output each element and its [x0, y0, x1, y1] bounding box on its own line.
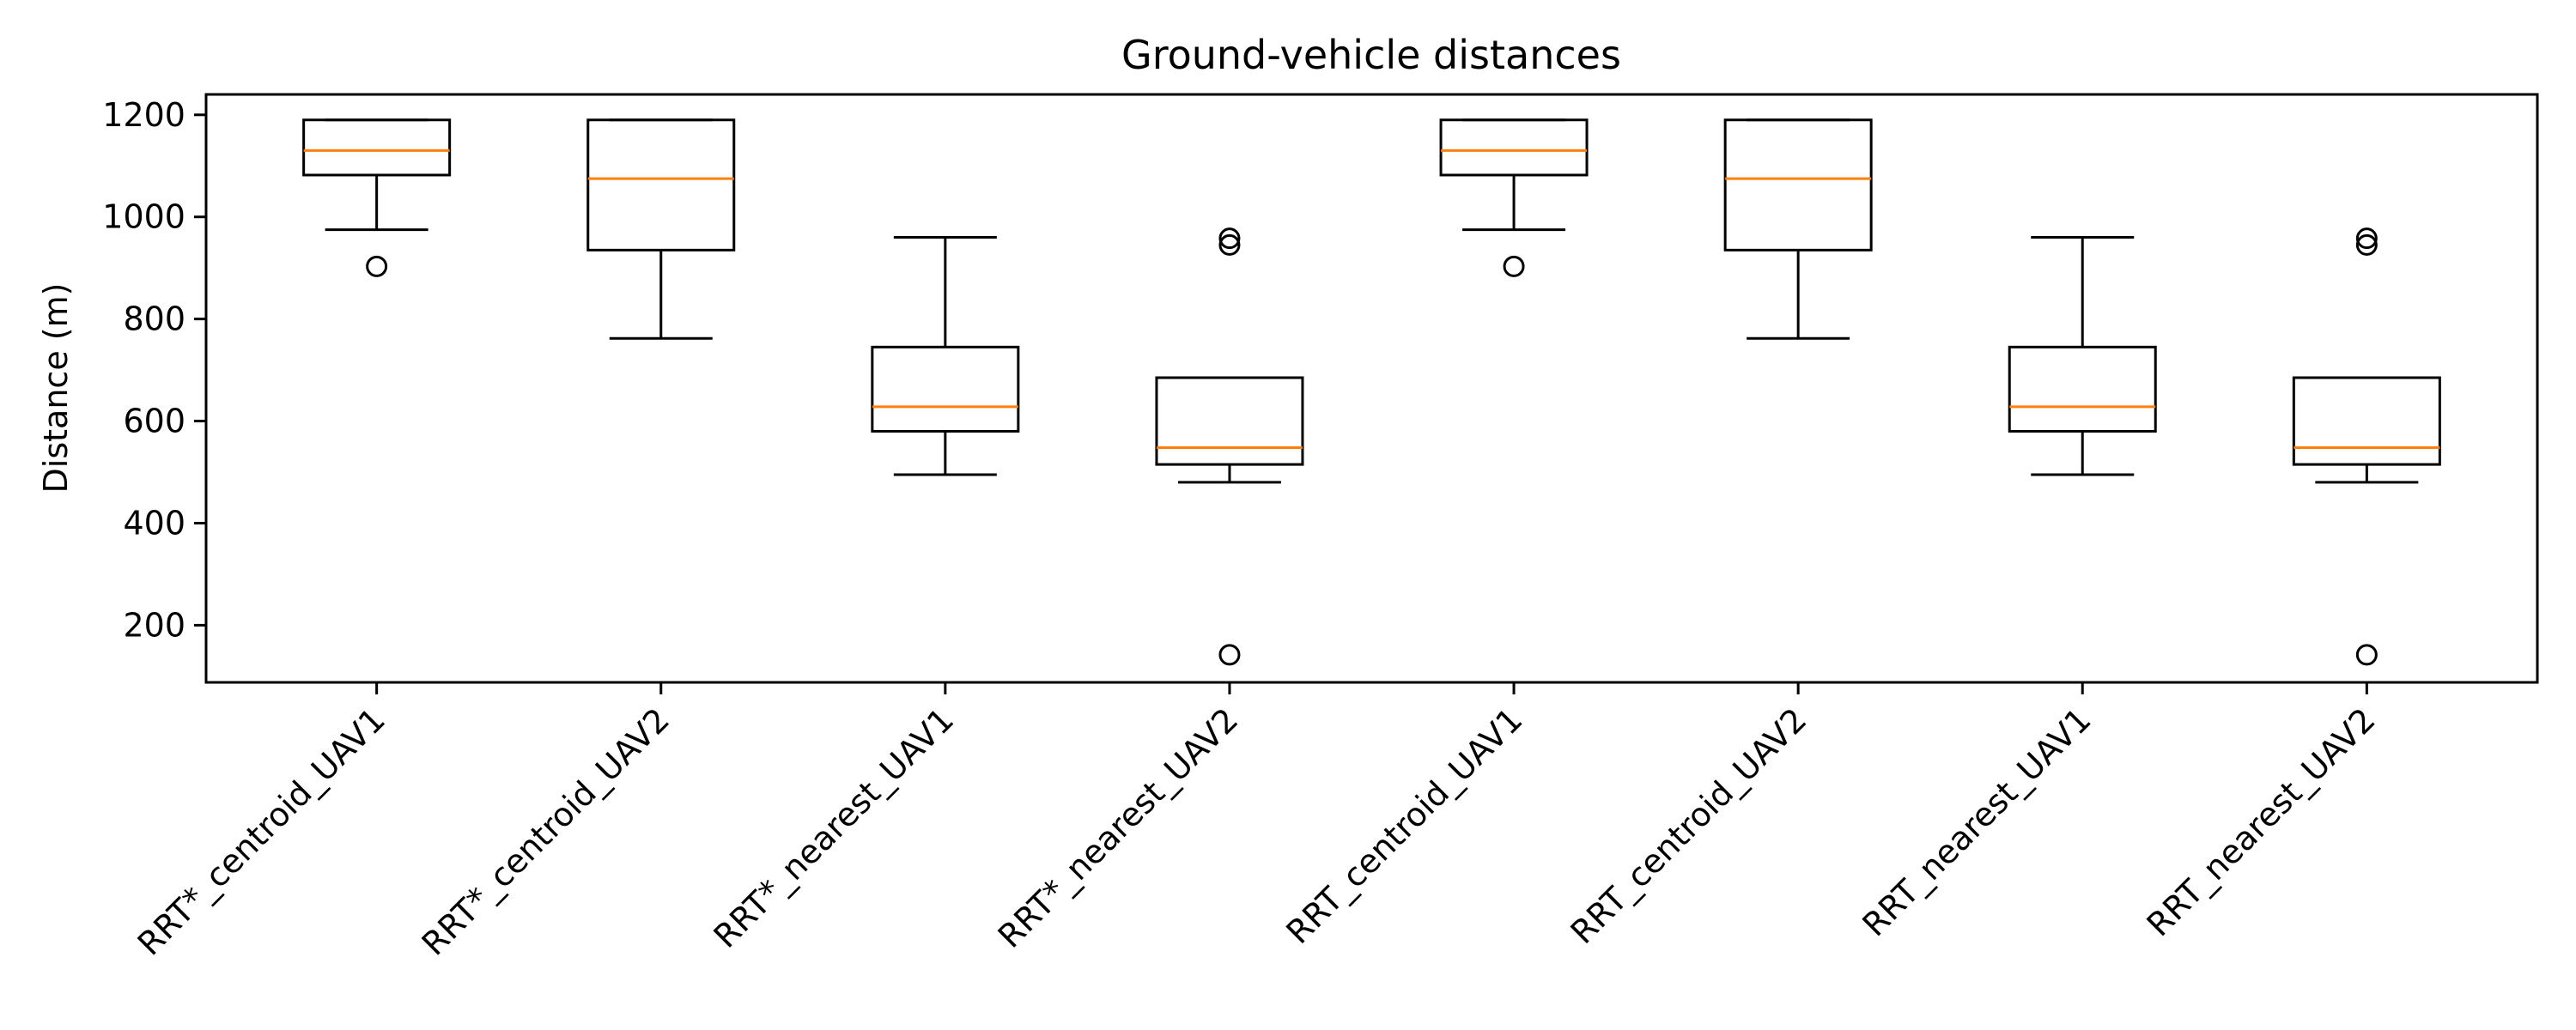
outlier-point [2355, 233, 2378, 256]
iqr-box [871, 345, 1020, 433]
box-group [1439, 118, 1589, 277]
x-tick-label: RRT_centroid_UAV1 [1279, 700, 1530, 951]
box-series [302, 118, 2441, 666]
plot-area-frame [204, 93, 2539, 684]
x-tick-label: RRT_nearest_UAV1 [1855, 700, 2098, 943]
x-tick-label: RRT*_nearest_UAV1 [707, 700, 962, 955]
x-tick-label: RRT*_centroid_UAV2 [415, 700, 677, 962]
iqr-box [1155, 376, 1304, 466]
x-axis-ticks: RRT*_centroid_UAV1 RRT*_centroid_UAV2 RRT*… [131, 682, 2383, 963]
x-tick-label: RRT_centroid_UAV2 [1564, 700, 1814, 951]
chart-title: Ground-vehicle distances [1121, 32, 1621, 78]
box-group [2292, 227, 2441, 666]
y-tick-label: 400 [123, 504, 185, 542]
box-group [2008, 235, 2157, 476]
box-group [586, 118, 736, 340]
box-group [302, 118, 452, 277]
y-tick-label: 200 [123, 606, 185, 644]
iqr-box [302, 118, 452, 177]
iqr-box [2292, 376, 2441, 466]
y-axis-label: Distance (m) [37, 283, 75, 494]
x-tick-label: RRT*_nearest_UAV2 [991, 700, 1246, 955]
outlier-point [2355, 644, 2378, 666]
y-axis-ticks: 200 400 600 800 1000 1200 [102, 96, 206, 644]
outlier-point [366, 255, 388, 277]
outlier-point [1503, 255, 1525, 277]
x-tick-label: RRT*_centroid_UAV1 [131, 700, 392, 962]
outlier-point [1218, 233, 1241, 256]
y-tick-label: 1000 [102, 198, 185, 236]
outlier-point [1218, 227, 1241, 250]
outlier-point [1218, 644, 1241, 666]
iqr-box [1439, 118, 1589, 177]
iqr-box [586, 118, 736, 251]
box-group [1723, 118, 1873, 340]
iqr-box [2008, 345, 2157, 433]
x-tick-label: RRT_nearest_UAV2 [2140, 700, 2383, 943]
box-group [1155, 227, 1304, 666]
y-tick-label: 600 [123, 403, 185, 440]
y-tick-label: 800 [123, 300, 185, 338]
outlier-point [2355, 227, 2378, 250]
y-tick-label: 1200 [102, 96, 185, 134]
box-group [871, 235, 1020, 476]
iqr-box [1723, 118, 1873, 251]
